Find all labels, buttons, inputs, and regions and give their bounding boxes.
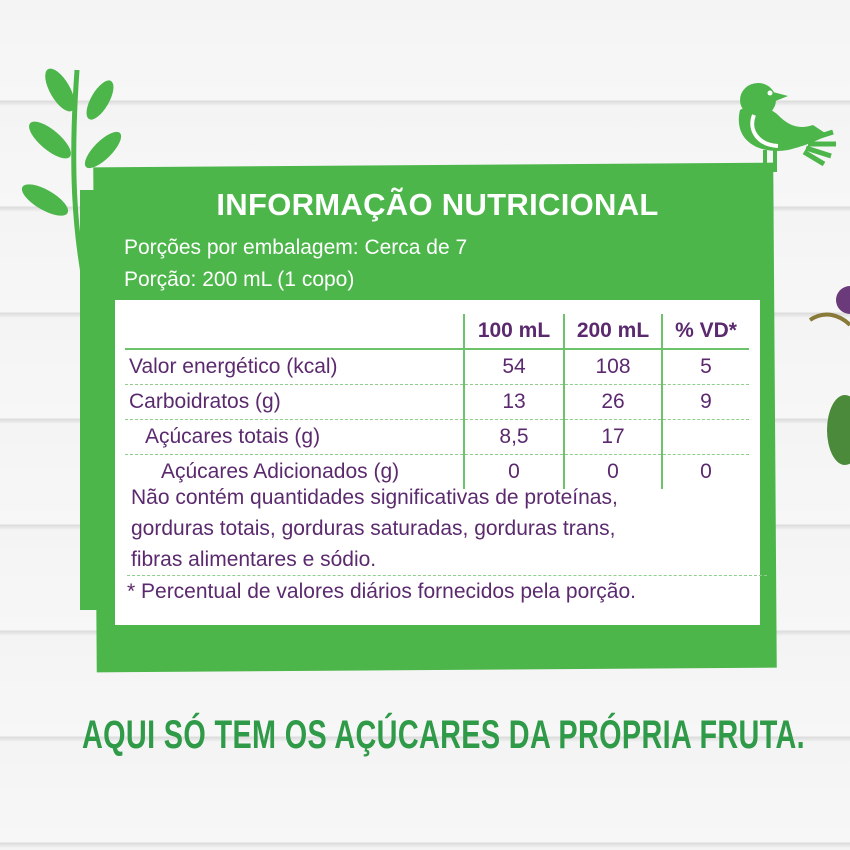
row-name: Açúcares totais (g) (125, 419, 464, 455)
row-200ml: 108 (563, 349, 662, 385)
row-name: Açúcares Adicionados (g) (161, 460, 400, 483)
table-header-row: 100 mL 200 mL % VD* (125, 314, 749, 350)
row-vd: 0 (661, 454, 749, 489)
table-row: Carboidratos (g) 13 26 9 (125, 384, 749, 420)
row-100ml: 13 (463, 384, 564, 420)
header-200ml: 200 mL (563, 314, 662, 350)
row-name: Valor energético (kcal) (125, 349, 464, 385)
row-200ml: 17 (563, 419, 662, 455)
note-line: gorduras totais, gorduras saturadas, gor… (131, 517, 616, 540)
row-100ml: 8,5 (463, 419, 564, 455)
header-100ml: 100 mL (463, 314, 564, 350)
nutrition-table: 100 mL 200 mL % VD* Valor energético (kc… (125, 314, 749, 489)
row-200ml: 0 (563, 454, 662, 489)
servings-per-package: Porções por embalagem: Cerca de 7 (124, 236, 468, 259)
footnote: * Percentual de valores diários fornecid… (127, 575, 767, 607)
row-200ml: 26 (563, 384, 662, 420)
row-vd (661, 419, 749, 455)
serving-size: Porção: 200 mL (1 copo) (124, 268, 355, 291)
row-vd: 5 (661, 349, 749, 385)
label-title: INFORMAÇÃO NUTRICIONAL (216, 187, 659, 222)
slogan: AQUI SÓ TEM OS AÇÚCARES DA PRÓPRIA FRUTA… (82, 713, 806, 757)
note: Não contém quantidades significativas de… (131, 482, 751, 575)
row-100ml: 54 (463, 349, 564, 385)
table-row: Açúcares Adicionados (g) 0 0 0 (125, 454, 749, 489)
bird-icon (738, 83, 836, 172)
table-row: Açúcares totais (g) 8,5 17 (125, 419, 749, 455)
note-line: Não contém quantidades significativas de… (131, 486, 618, 509)
table-row: Valor energético (kcal) 54 108 5 (125, 349, 749, 385)
row-name: Carboidratos (g) (125, 384, 464, 420)
row-100ml: 0 (463, 454, 564, 489)
plum-icon (808, 286, 850, 465)
header-vd: % VD* (661, 314, 749, 350)
header-label (125, 314, 464, 350)
label-background-edge (80, 190, 120, 610)
row-vd: 9 (661, 384, 749, 420)
note-line: fibras alimentares e sódio. (131, 548, 377, 571)
